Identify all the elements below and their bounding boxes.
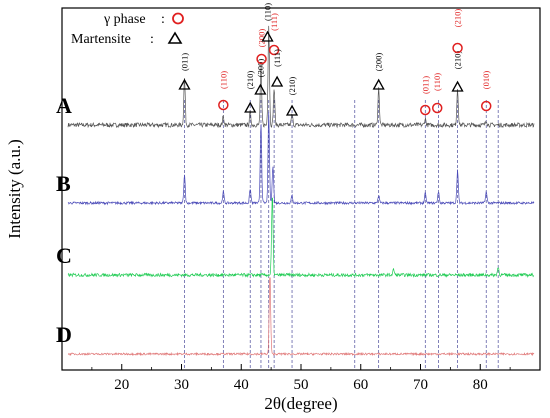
peak-label: (110): [218, 71, 228, 89]
legend-circle-icon: [172, 12, 184, 25]
series-label-a: A: [56, 93, 72, 118]
x-axis-label: 2θ(degree): [264, 394, 337, 413]
peak-label: (010): [481, 71, 491, 90]
martensite-marker: [451, 80, 464, 92]
series-c-trace: [67, 197, 535, 278]
reference-lines: [184, 100, 499, 370]
peak-label: (200): [255, 59, 265, 78]
series-label-b: B: [56, 171, 71, 196]
gamma-marker: [431, 102, 443, 114]
x-tick-label: 80: [473, 377, 488, 393]
series-label-c: C: [56, 243, 72, 268]
x-tick-label: 50: [294, 377, 309, 393]
series-traces: [67, 25, 535, 357]
peak-label: (210): [245, 71, 255, 90]
peak-label: (111): [272, 49, 282, 67]
legend-separator: :: [161, 12, 165, 27]
legend: γ phase: Martensite:: [71, 12, 184, 47]
x-tick-label: 40: [234, 377, 249, 393]
legend-separator: :: [150, 32, 154, 47]
x-tick-label: 20: [114, 377, 129, 393]
peak-label: (200): [374, 53, 384, 72]
gamma-marker: [268, 44, 280, 56]
martensite-marker: [285, 104, 299, 116]
x-tick-label: 30: [174, 377, 189, 393]
martensite-marker: [261, 30, 274, 42]
martensite-marker: [178, 78, 191, 90]
series-label-d: D: [56, 322, 72, 347]
gamma-marker: [218, 99, 229, 111]
x-tick-label: 60: [353, 377, 368, 393]
peak-label: (210): [287, 77, 297, 96]
x-tick-label: 70: [413, 377, 428, 393]
gamma-marker: [452, 42, 463, 54]
gamma-marker: [420, 104, 431, 116]
peak-label: (210): [453, 9, 463, 28]
x-axis-ticks: 20 30 40 50 60 70 80: [91, 364, 511, 393]
legend-triangle-icon: [167, 31, 183, 44]
peak-label: (011): [179, 53, 189, 71]
series-a-trace: [67, 25, 535, 129]
series-labels: A B C D: [56, 93, 72, 347]
peak-label: (110): [432, 73, 442, 91]
gamma-marker: [256, 53, 267, 65]
plot-frame: [61, 7, 541, 371]
legend-label: Martensite: [71, 32, 131, 47]
martensite-marker: [270, 75, 284, 87]
peak-annotations: (011)(110) (210)(200)(200)(110)(111)(111)…: [178, 3, 492, 116]
y-axis-label: Intensity (a.u.): [5, 139, 24, 239]
peak-label: (011): [420, 76, 430, 94]
peak-label: (110): [263, 3, 273, 21]
gamma-marker: [480, 100, 492, 112]
martensite-marker: [254, 83, 267, 95]
peak-label: (210): [453, 51, 463, 70]
martensite-marker: [372, 78, 385, 90]
peak-label: (111): [269, 13, 279, 31]
peak-label: (200): [257, 29, 267, 48]
series-d-trace: [67, 277, 535, 357]
martensite-marker: [244, 101, 257, 113]
series-b-trace: [67, 111, 535, 206]
legend-label: γ phase: [103, 12, 146, 27]
